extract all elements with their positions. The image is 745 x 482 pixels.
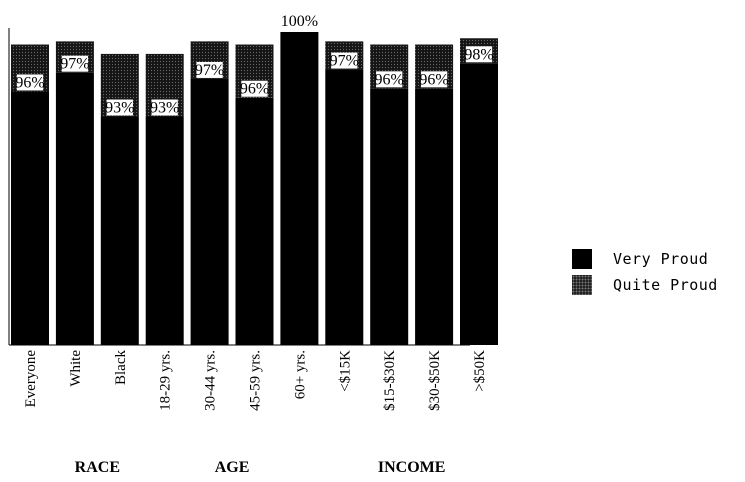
category-label-15-30k: $15-$30K	[382, 350, 398, 411]
data-label-bg-black	[106, 99, 133, 116]
category-label-30-50k: $30-$50K	[427, 350, 443, 411]
data-label-bg-18-29-yrs	[151, 99, 178, 116]
data-label-bg-15-30k	[376, 71, 403, 88]
data-label-white: 97%	[60, 56, 89, 73]
category-label-30-44-yrs: 30-44 yrs.	[203, 350, 219, 411]
category-label-18-29-yrs: 18-29 yrs.	[158, 350, 174, 411]
data-label-bg-50k	[465, 46, 493, 63]
bar-very-proud-15k	[325, 69, 364, 345]
bar-very-proud-50k	[460, 63, 498, 346]
data-label-18-29-yrs: 93%	[150, 100, 179, 117]
data-label-bg-30-50k	[420, 71, 448, 88]
bar-very-proud-30-44-yrs	[190, 78, 229, 345]
data-label-60-yrs: 100%	[281, 13, 318, 30]
bar-very-proud-15-30k	[370, 88, 409, 345]
data-label-30-50k: 96%	[419, 71, 448, 88]
legend-item-very-proud: Very Proud	[572, 248, 718, 270]
data-label-black: 93%	[105, 100, 134, 117]
bar-very-proud-45-59-yrs	[235, 97, 274, 345]
legend-label-very-proud: Very Proud	[613, 250, 709, 268]
legend-label-quite-proud: Quite Proud	[613, 276, 718, 294]
data-label-bg-white	[61, 55, 89, 72]
group-label-race: RACE	[75, 459, 120, 476]
data-label-30-44-yrs: 97%	[195, 62, 224, 79]
group-label-income: INCOME	[378, 459, 446, 476]
data-label-bg-45-59-yrs	[241, 80, 268, 97]
data-label-bg-everyone	[16, 74, 44, 91]
data-label-bg-30-44-yrs	[196, 61, 223, 78]
data-label-50k: 98%	[464, 46, 493, 63]
legend-item-quite-proud: Quite Proud	[572, 274, 718, 296]
legend-swatch-quite-proud	[572, 275, 592, 295]
bar-very-proud-white	[55, 72, 94, 345]
category-label-50k: >$50K	[472, 350, 488, 392]
category-label-black: Black	[113, 350, 129, 385]
group-label-age: AGE	[215, 459, 250, 476]
category-label-45-59-yrs: 45-59 yrs.	[248, 350, 264, 411]
chart-legend: Very Proud Quite Proud	[572, 248, 718, 300]
data-label-45-59-yrs: 96%	[240, 81, 269, 98]
data-label-15-30k: 96%	[375, 71, 404, 88]
bar-very-proud-60-yrs	[280, 32, 319, 345]
category-label-white: White	[68, 350, 84, 387]
bar-very-proud-everyone	[11, 91, 49, 345]
category-label-everyone: Everyone	[23, 350, 39, 408]
bar-very-proud-black	[100, 116, 139, 345]
data-label-bg-15k	[331, 52, 358, 69]
bar-very-proud-30-50k	[415, 88, 454, 345]
category-label-60-yrs: 60+ yrs.	[292, 350, 308, 399]
data-label-everyone: 96%	[15, 74, 44, 91]
bar-very-proud-18-29-yrs	[145, 116, 184, 345]
category-label-15k: <$15K	[337, 350, 353, 392]
data-label-15k: 97%	[330, 53, 359, 70]
legend-swatch-very-proud	[572, 249, 592, 269]
